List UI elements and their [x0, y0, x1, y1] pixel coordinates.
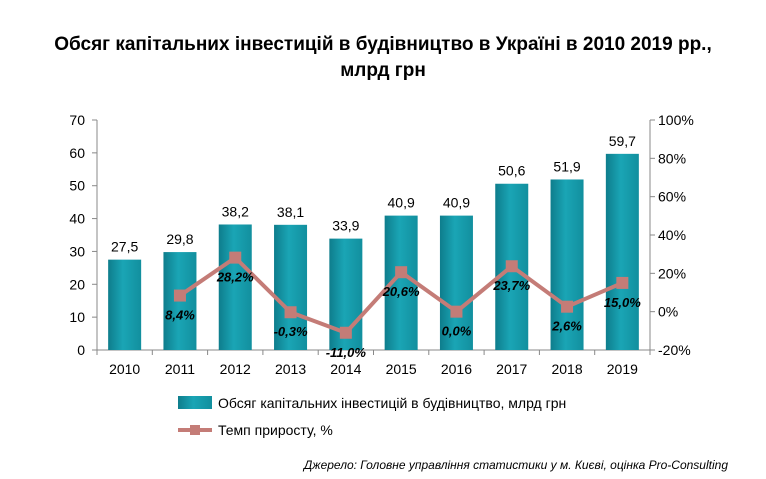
y-right-tick-label: 100%	[658, 112, 694, 128]
bar	[218, 224, 252, 350]
bar-value-label: 51,9	[553, 158, 580, 174]
legend-label-line: Темп приросту, %	[218, 422, 333, 438]
growth-rate-point	[561, 300, 574, 313]
bar-value-label: 40,9	[443, 195, 470, 211]
bar-value-label: 33,9	[332, 218, 359, 234]
growth-rate-point	[450, 305, 463, 318]
growth-rate-point	[395, 266, 408, 279]
growth-rate-point	[339, 326, 352, 339]
y-left-tick-label: 60	[69, 145, 85, 161]
legend-swatch-bar	[178, 396, 212, 409]
bar-value-label: 40,9	[388, 195, 415, 211]
x-tick-label: 2015	[386, 361, 417, 377]
y-left-tick-label: 30	[69, 243, 85, 259]
bar-value-label: 59,7	[609, 133, 636, 149]
x-tick-label: 2013	[275, 361, 306, 377]
y-right-tick-label: 40%	[658, 227, 686, 243]
bar-value-label: 38,2	[222, 203, 249, 219]
bar	[439, 215, 473, 350]
y-left-tick-label: 50	[69, 178, 85, 194]
bar	[108, 259, 142, 350]
y-right-tick-label: 60%	[658, 189, 686, 205]
growth-rate-point	[173, 289, 186, 302]
x-tick-label: 2012	[220, 361, 251, 377]
growth-rate-label: -0,3%	[274, 324, 308, 339]
y-right-tick-label: -20%	[658, 342, 691, 358]
growth-rate-point	[616, 276, 629, 289]
y-left-tick-label: 20	[69, 276, 85, 292]
legend-swatch-marker	[190, 425, 200, 435]
bar-value-label: 50,6	[498, 163, 525, 179]
bar	[274, 224, 308, 350]
y-right-tick-label: 80%	[658, 150, 686, 166]
x-tick-label: 2011	[165, 361, 195, 377]
y-right-tick-label: 0%	[658, 304, 678, 320]
growth-rate-label: 23,7%	[492, 278, 530, 293]
growth-rate-label: -11,0%	[326, 345, 367, 360]
y-left-tick-label: 10	[69, 309, 85, 325]
bar	[550, 179, 584, 350]
y-left-tick-label: 70	[69, 112, 85, 128]
growth-rate-point	[229, 251, 242, 264]
x-tick-label: 2018	[551, 361, 582, 377]
growth-rate-point	[284, 306, 297, 319]
bar-value-label: 27,5	[111, 239, 138, 255]
x-tick-label: 2016	[441, 361, 472, 377]
bar-value-label: 38,1	[277, 204, 304, 220]
x-tick-label: 2014	[330, 361, 361, 377]
x-tick-label: 2010	[109, 361, 140, 377]
bar	[605, 153, 639, 350]
legend-label-bar: Обсяг капітальних інвестицій в будівницт…	[218, 395, 566, 411]
chart-title-line1: Обсяг капітальних інвестицій в будівницт…	[54, 34, 712, 55]
growth-rate-label: 8,4%	[165, 308, 195, 323]
chart-title-line2: млрд грн	[340, 60, 426, 81]
x-tick-label: 2019	[607, 361, 638, 377]
growth-rate-label: 20,6%	[382, 284, 420, 299]
growth-rate-point	[505, 260, 518, 273]
growth-rate-label: 2,6%	[551, 319, 582, 334]
growth-rate-label: 28,2%	[216, 270, 254, 285]
y-right-tick-label: 20%	[658, 265, 686, 281]
growth-rate-label: 15,0%	[604, 295, 641, 310]
y-left-tick-label: 40	[69, 211, 85, 227]
x-tick-label: 2017	[496, 361, 527, 377]
bar-value-label: 29,8	[166, 231, 193, 247]
source-note: Джерело: Головне управління статистики у…	[303, 458, 728, 472]
growth-rate-label: 0,0%	[442, 324, 472, 339]
y-left-tick-label: 0	[77, 342, 85, 358]
